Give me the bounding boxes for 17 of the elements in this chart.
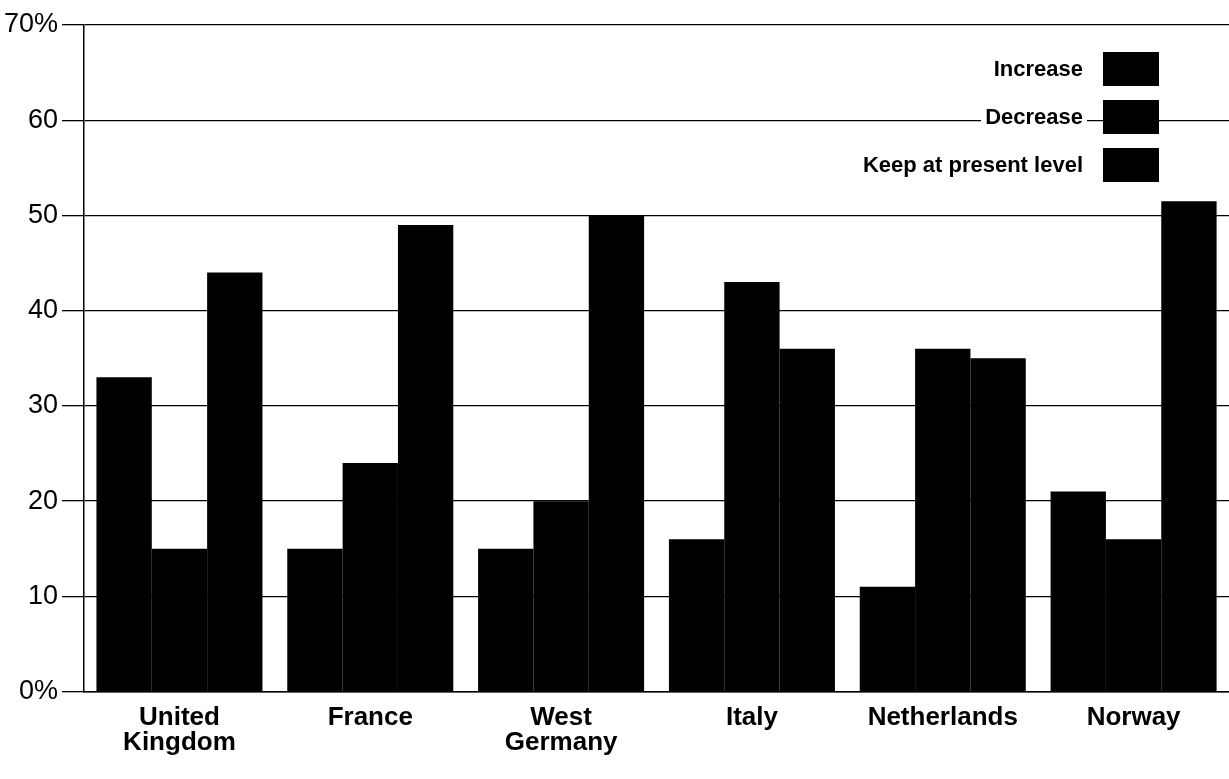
y-tick-label: 20: [27, 484, 59, 515]
y-tick-label: 50: [27, 198, 59, 229]
legend-label: Decrease: [981, 104, 1087, 130]
x-tick-label: Italy: [725, 701, 779, 732]
y-tick-label: 40: [27, 294, 59, 325]
legend-label: Keep at present level: [858, 152, 1087, 178]
y-tick-label: 30: [27, 389, 59, 420]
y-tick-label: 70%: [3, 8, 59, 39]
x-tick-label: West Germany: [504, 701, 618, 756]
x-tick-label: Norway: [1086, 701, 1182, 732]
y-tick-label: 0%: [19, 675, 59, 706]
y-tick-label: 60: [27, 103, 59, 134]
y-tick-label: 10: [27, 579, 59, 610]
x-tick-label: Netherlands: [867, 701, 1018, 732]
x-tick-label: United Kingdom: [123, 701, 236, 756]
legend-label: Increase: [989, 56, 1087, 82]
x-tick-label: France: [327, 701, 413, 732]
